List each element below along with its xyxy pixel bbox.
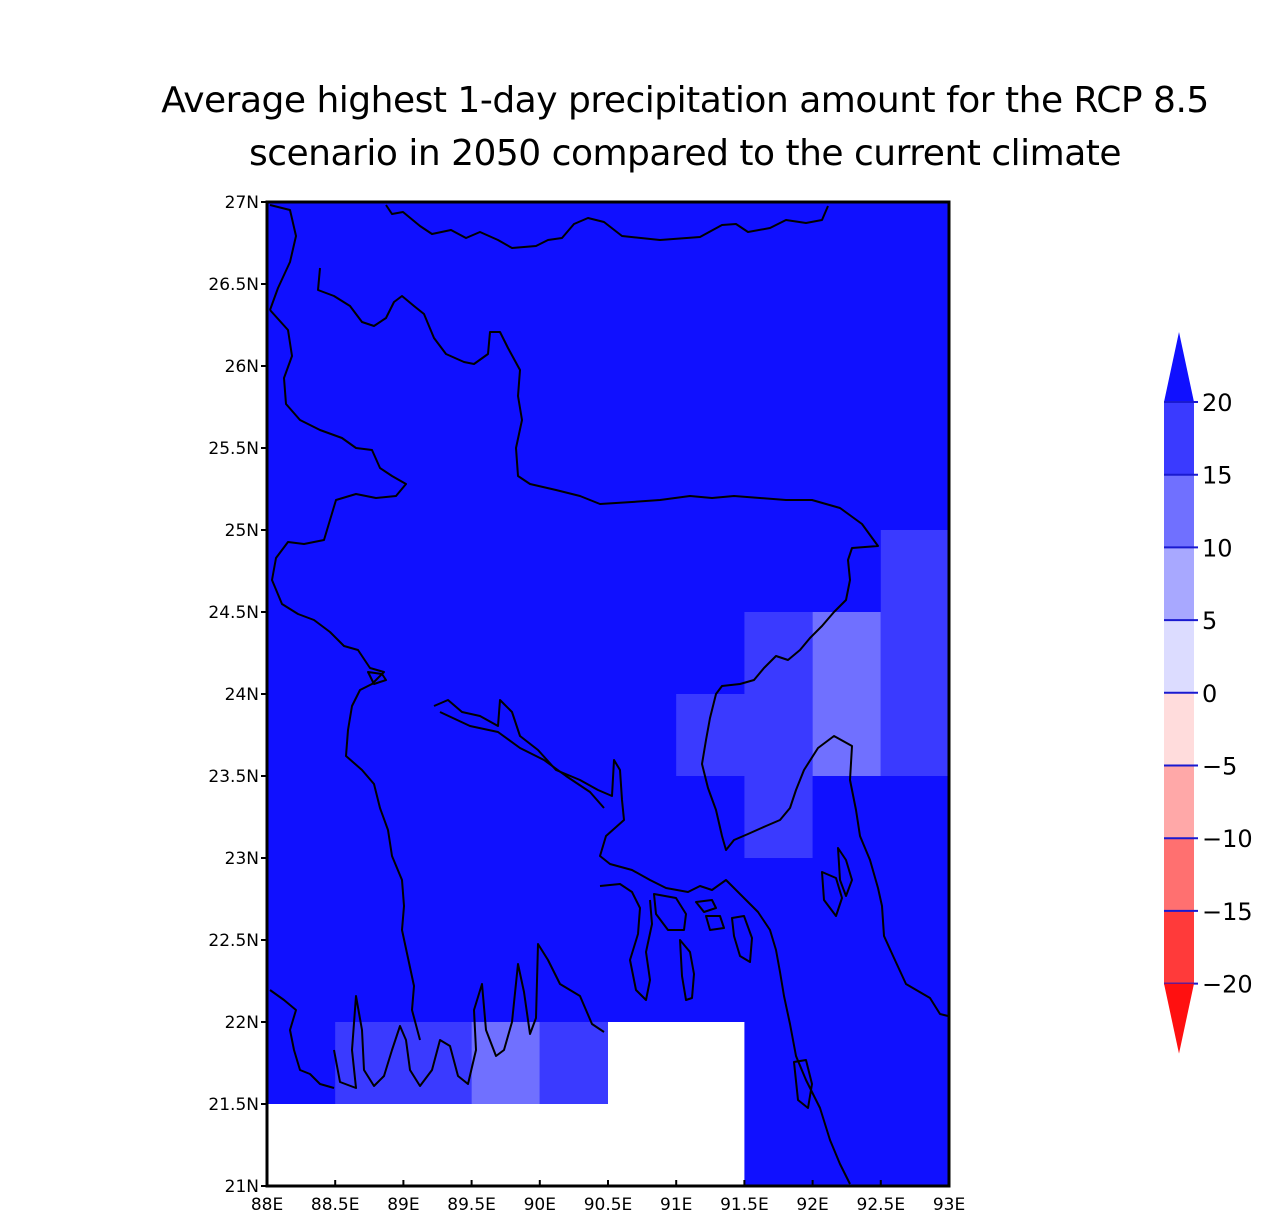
legend-box (1164, 838, 1194, 911)
x-tick-label: 93E (933, 1195, 965, 1215)
color-legend: 20 15 10 5 0 −5 −10 −15 −20 (1164, 332, 1253, 1054)
legend-label: 10 (1202, 534, 1233, 562)
coastline-sundarbans (269, 943, 605, 1089)
coastline-river-channel (433, 699, 851, 1185)
legend-box (1164, 402, 1194, 475)
y-tick-label: 24.5N (208, 603, 259, 623)
legend-color-boxes (1164, 401, 1198, 985)
y-tick-label: 22N (225, 1013, 259, 1033)
grid-cell-15-20 (676, 694, 813, 776)
y-tick-label: 21N (225, 1177, 259, 1197)
grid-cell-missing (267, 1104, 608, 1186)
map-title: Average highest 1-day precipitation amou… (130, 74, 1240, 180)
map-plot-area: 88E 88.5E 89E 89.5E 90E 90.5E 91E 91.5E 92E 92.5E… (208, 193, 965, 1215)
coastline-main-landmass (269, 267, 949, 1041)
legend-label: 15 (1202, 462, 1233, 490)
coastline-north-border (269, 204, 829, 311)
legend-box (1164, 910, 1194, 984)
y-tick-label: 26.5N (208, 275, 259, 295)
legend-labels: 20 15 10 5 0 −5 −10 −15 −20 (1202, 389, 1253, 999)
x-tick-label: 90.5E (584, 1195, 633, 1215)
legend-label: −20 (1202, 971, 1253, 999)
grid-cell-15-20 (880, 530, 949, 776)
legend-label: 5 (1202, 607, 1217, 635)
x-tick-label: 91.5E (720, 1195, 769, 1215)
grid-cell-10-15 (471, 1022, 540, 1104)
latitude-axis: 21N 21.5N 22N 22.5N 23N 23.5N 24N 24.5N 25N 25.5N… (208, 193, 267, 1197)
y-tick-label: 27N (225, 193, 259, 213)
x-tick-label: 89E (387, 1195, 419, 1215)
coastline-river-channel-2 (439, 711, 605, 809)
coastline-islands (367, 671, 853, 1109)
x-tick-label: 88.5E (311, 1195, 360, 1215)
legend-label: −10 (1202, 825, 1253, 853)
x-tick-label: 91E (660, 1195, 692, 1215)
legend-box (1164, 474, 1194, 548)
grid-cell-10-15 (812, 612, 881, 776)
legend-bottom-arrow (1164, 983, 1194, 1054)
longitude-axis: 88E 88.5E 89E 89.5E 90E 90.5E 91E 91.5E 92E 92.5E… (251, 1180, 965, 1215)
x-tick-label: 92E (796, 1195, 828, 1215)
legend-label: 0 (1202, 680, 1217, 708)
legend-box (1164, 765, 1194, 839)
x-tick-label: 88E (251, 1195, 283, 1215)
grid-cell-missing (608, 1022, 745, 1186)
x-tick-label: 89.5E (447, 1195, 496, 1215)
x-tick-label: 90E (524, 1195, 556, 1215)
y-tick-label: 25N (225, 521, 259, 541)
y-tick-label: 24N (225, 685, 259, 705)
legend-label: 20 (1202, 389, 1233, 417)
legend-box (1164, 692, 1194, 766)
legend-box (1164, 620, 1194, 693)
y-tick-label: 23N (225, 849, 259, 869)
legend-label: −15 (1202, 898, 1253, 926)
legend-label: −5 (1202, 753, 1237, 781)
y-tick-label: 21.5N (208, 1095, 259, 1115)
x-tick-label: 92.5E (857, 1195, 906, 1215)
y-tick-label: 23.5N (208, 767, 259, 787)
title-line-1: Average highest 1-day precipitation amou… (161, 80, 1209, 121)
legend-box (1164, 547, 1194, 621)
y-tick-label: 25.5N (208, 439, 259, 459)
y-tick-label: 22.5N (208, 931, 259, 951)
legend-top-arrow (1164, 332, 1194, 402)
grid-cell-15-20 (539, 1022, 608, 1104)
y-tick-label: 26N (225, 357, 259, 377)
title-line-2: scenario in 2050 compared to the current… (248, 133, 1122, 174)
coastline-outlines (269, 204, 949, 1185)
grid-cell-15-20 (744, 612, 813, 694)
grid-cell-15-20 (744, 776, 813, 858)
